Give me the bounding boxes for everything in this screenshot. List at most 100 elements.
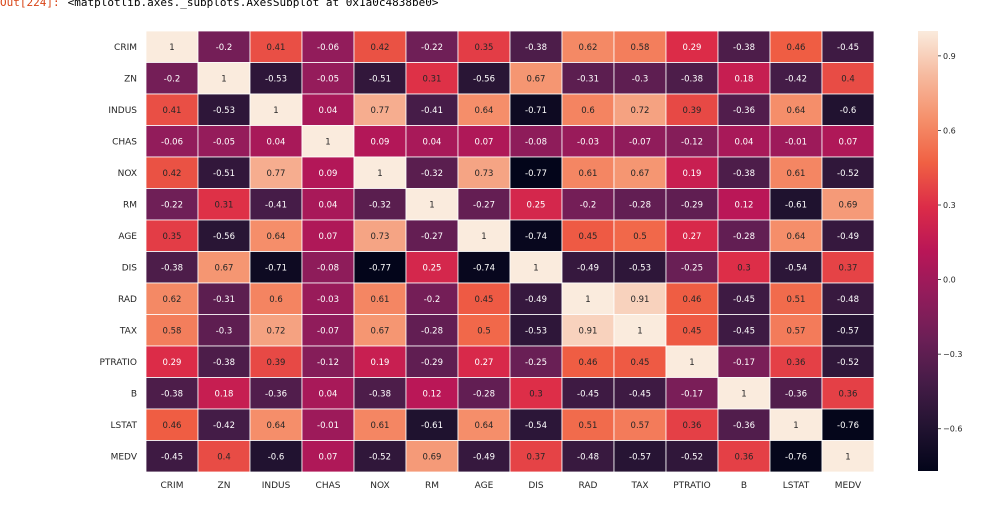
heatmap-cell (509, 188, 563, 221)
cell-value-label: 0.6 (581, 106, 595, 116)
x-tick-label: ZN (218, 481, 231, 491)
heatmap-cell (197, 30, 251, 63)
cell-value-label: 0.64 (787, 232, 806, 242)
heatmap-cell (405, 377, 459, 410)
x-tick-label: TAX (630, 481, 648, 491)
colorbar-tick-label: −0.6 (943, 425, 962, 434)
heatmap-cell (145, 282, 199, 315)
cell-value-label: 0.35 (475, 43, 494, 53)
cell-value-label: -0.45 (577, 389, 599, 399)
heatmap-cell (665, 377, 719, 410)
cell-value-label: 1 (637, 326, 642, 336)
heatmap-cell (613, 251, 667, 284)
y-tick-label: RM (123, 200, 137, 210)
cell-value-label: 0.73 (371, 232, 390, 242)
heatmap-cell (769, 440, 823, 473)
heatmap-cell (509, 62, 563, 95)
cell-value-label: -0.45 (161, 452, 183, 462)
x-tick-label: PTRATIO (673, 481, 711, 491)
cell-value-label: 0.12 (735, 200, 754, 210)
cell-value-label: 0.58 (163, 326, 182, 336)
y-tick-label: PTRATIO (99, 358, 137, 368)
cell-value-label: 0.37 (527, 452, 546, 462)
heatmap-cell (769, 125, 823, 158)
cell-value-label: 0.72 (631, 106, 650, 116)
heatmap-cell (405, 251, 459, 284)
heatmap-cell (509, 345, 563, 378)
cell-value-label: 0.07 (839, 137, 858, 147)
heatmap-cell (405, 125, 459, 158)
heatmap-cell (665, 93, 719, 126)
cell-value-label: 0.6 (269, 295, 283, 305)
cell-value-label: 0.29 (683, 43, 702, 53)
cell-value-label: 0.45 (683, 326, 702, 336)
heatmap-cell (717, 440, 771, 473)
heatmap-cell (665, 282, 719, 315)
cell-value-label: -0.03 (577, 137, 599, 147)
colorbar-tick-label: −0.3 (943, 350, 962, 359)
cell-value-label: 0.19 (683, 169, 702, 179)
heatmap-cell (457, 282, 511, 315)
x-tick-label: CRIM (161, 481, 184, 491)
heatmap-cell (405, 282, 459, 315)
cell-value-label: -0.41 (421, 106, 443, 116)
cell-value-label: 0.27 (475, 358, 494, 368)
cell-value-label: 0.04 (423, 137, 442, 147)
heatmap-cell (457, 440, 511, 473)
cell-value-label: 1 (377, 169, 382, 179)
cell-value-label: 0.46 (579, 358, 598, 368)
heatmap-cell (561, 314, 615, 347)
heatmap-cell (353, 440, 407, 473)
x-tick-label: AGE (475, 481, 494, 491)
heatmap-cell (613, 282, 667, 315)
cell-value-label: -0.25 (681, 263, 703, 273)
cell-value-label: -0.53 (265, 74, 287, 84)
cell-value-label: -0.08 (317, 263, 339, 273)
heatmap-cell (561, 440, 615, 473)
cell-value-label: 0.04 (735, 137, 754, 147)
cell-value-label: -0.54 (785, 263, 807, 273)
heatmap-cell (769, 62, 823, 95)
cell-value-label: 0.64 (267, 232, 286, 242)
heatmap-cell (769, 408, 823, 441)
cell-value-label: 0.91 (579, 326, 598, 336)
cell-value-label: 0.46 (683, 295, 702, 305)
cell-value-label: -0.12 (317, 358, 339, 368)
cell-value-label: 0.4 (841, 74, 855, 84)
cell-value-label: -0.01 (317, 421, 339, 431)
cell-value-label: 0.69 (423, 452, 442, 462)
heatmap-cell (197, 440, 251, 473)
heatmap-cell (405, 408, 459, 441)
cell-value-label: -0.61 (421, 421, 443, 431)
heatmap-cell (405, 345, 459, 378)
cell-value-label: 0.67 (527, 74, 546, 84)
cell-value-label: 0.42 (163, 169, 182, 179)
cell-value-label: -0.57 (629, 452, 651, 462)
heatmap-cell (197, 251, 251, 284)
cell-value-label: 0.61 (579, 169, 598, 179)
heatmap-cell (353, 251, 407, 284)
heatmap-cell (717, 377, 771, 410)
heatmap-cell (145, 377, 199, 410)
cell-value-label: -0.06 (161, 137, 183, 147)
heatmap-cell (457, 314, 511, 347)
heatmap-cell (509, 156, 563, 189)
cell-value-label: 1 (169, 43, 174, 53)
heatmap-cell (769, 188, 823, 221)
heatmap-cell (717, 408, 771, 441)
cell-value-label: 0.3 (529, 389, 543, 399)
heatmap-cell (821, 282, 875, 315)
heatmap-cell (457, 188, 511, 221)
heatmap-cell (821, 30, 875, 63)
heatmap-cell (665, 345, 719, 378)
x-tick-label: RAD (579, 481, 598, 491)
heatmap-cell (301, 345, 355, 378)
cell-value-label: 0.36 (839, 389, 858, 399)
cell-value-label: -0.42 (785, 74, 807, 84)
cell-value-label: 0.27 (683, 232, 702, 242)
cell-value-label: -0.07 (317, 326, 339, 336)
heatmap-cell (561, 62, 615, 95)
heatmap-cell (301, 377, 355, 410)
cell-value-label: 0.77 (371, 106, 390, 116)
cell-value-label: 0.04 (319, 389, 338, 399)
